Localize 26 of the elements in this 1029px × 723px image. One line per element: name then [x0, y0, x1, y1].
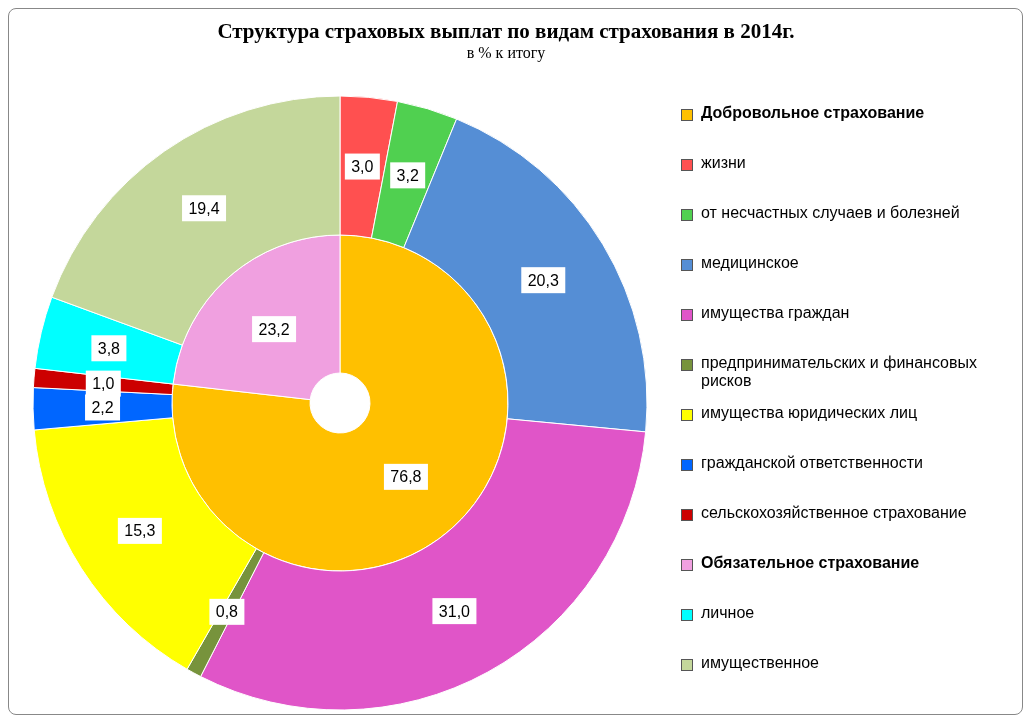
data-label: 76,8 — [390, 468, 422, 486]
data-label: 3,2 — [396, 166, 419, 184]
data-label: 31,0 — [438, 602, 471, 620]
legend-label: личное — [701, 604, 756, 622]
legend-label: жизни — [701, 154, 747, 172]
chart-title: Структура страховых выплат по видам страхования в 2014г. — [216, 19, 796, 44]
data-label: 1,0 — [92, 375, 115, 393]
chart-subtitle: в % к итогу — [465, 44, 547, 62]
legend-label: Обязательное страхование — [701, 554, 921, 572]
legend-label: сельскохозяйственное страхование — [701, 504, 968, 522]
legend-label: имущества юридических лиц — [701, 404, 919, 422]
data-label: 15,3 — [124, 522, 156, 540]
legend-label: предпринимательских и финансовых рисков — [701, 354, 978, 390]
data-label: 3,8 — [97, 339, 121, 357]
data-label: 3,0 — [351, 158, 374, 176]
legend-label: от несчастных случаев и болезней — [701, 204, 961, 222]
data-label: 20,3 — [527, 271, 559, 289]
legend-label: имущества граждан — [701, 304, 851, 322]
data-label: 0,8 — [215, 603, 239, 621]
legend-label: гражданской ответственности — [701, 454, 924, 472]
data-label: 2,2 — [91, 398, 114, 416]
legend-label: Добровольное страхование — [701, 104, 926, 122]
legend-label: медицинское — [701, 254, 800, 272]
legend-label: имущественное — [701, 654, 820, 672]
data-label: 19,4 — [188, 199, 220, 217]
data-label: 23,2 — [258, 320, 290, 338]
